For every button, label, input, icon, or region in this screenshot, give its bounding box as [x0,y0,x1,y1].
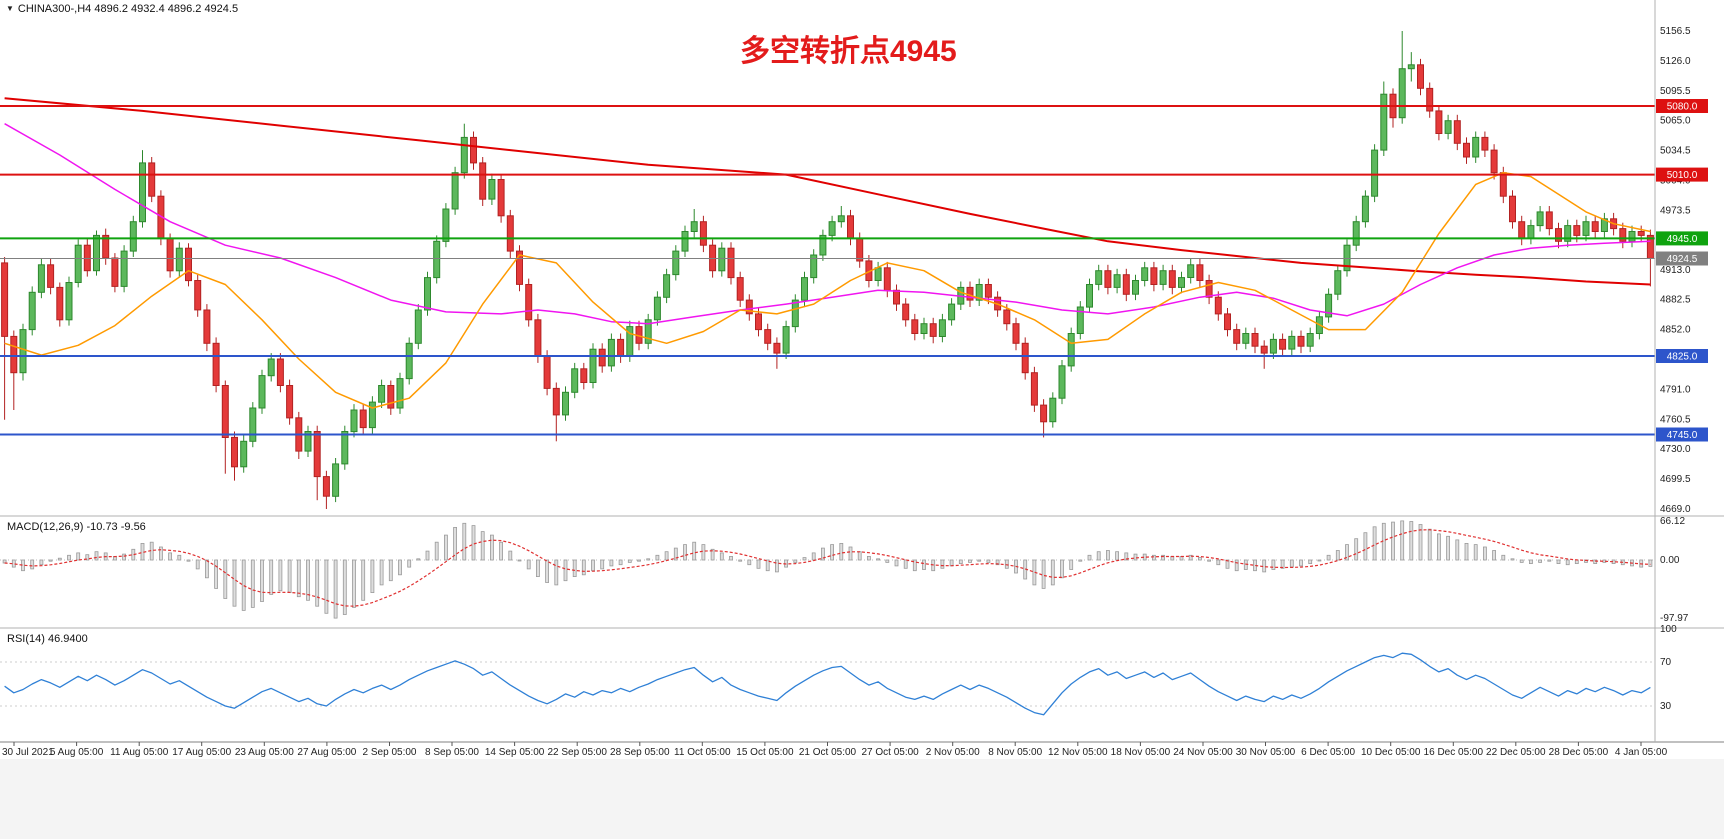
svg-text:28 Sep 05:00: 28 Sep 05:00 [610,747,670,758]
svg-text:4 Jan 05:00: 4 Jan 05:00 [1615,747,1668,758]
window-bottom-strip [0,759,1724,839]
svg-text:5065.0: 5065.0 [1660,116,1691,127]
level-lines-layer [0,105,1655,436]
symbol-header: ▼ CHINA300-,H4 4896.2 4932.4 4896.2 4924.… [6,3,238,15]
svg-text:27 Oct 05:00: 27 Oct 05:00 [861,747,919,758]
rsi-pane: 100 70 30 [0,624,1677,716]
svg-text:4852.0: 4852.0 [1660,325,1691,336]
svg-text:14 Sep 05:00: 14 Sep 05:00 [485,747,545,758]
macd-signal-line [4,529,1651,607]
svg-text:28 Dec 05:00: 28 Dec 05:00 [1549,747,1609,758]
rsi-indicator-label: RSI(14) 46.9400 [7,633,88,645]
svg-text:11 Aug 05:00: 11 Aug 05:00 [110,747,169,758]
svg-text:5156.5: 5156.5 [1660,26,1691,37]
svg-text:18 Nov 05:00: 18 Nov 05:00 [1111,747,1171,758]
svg-text:4730.0: 4730.0 [1660,444,1691,455]
svg-text:4760.5: 4760.5 [1660,414,1691,425]
price-scale[interactable]: 5156.55126.05095.55065.05034.55004.04973… [1656,26,1708,515]
svg-text:4825.0: 4825.0 [1667,352,1698,363]
macd-indicator-label: MACD(12,26,9) -10.73 -9.56 [7,521,146,533]
svg-text:8 Nov 05:00: 8 Nov 05:00 [988,747,1042,758]
svg-text:23 Aug 05:00: 23 Aug 05:00 [235,747,294,758]
svg-text:21 Oct 05:00: 21 Oct 05:00 [799,747,857,758]
rsi-label-value: 46.9400 [47,633,88,645]
svg-text:2 Sep 05:00: 2 Sep 05:00 [363,747,417,758]
svg-text:5080.0: 5080.0 [1667,102,1698,113]
svg-text:0.00: 0.00 [1660,555,1680,566]
svg-text:5 Aug 05:00: 5 Aug 05:00 [50,747,104,758]
fast-ma-line [4,171,1651,409]
svg-text:4791.0: 4791.0 [1660,384,1691,395]
svg-text:17 Aug 05:00: 17 Aug 05:00 [172,747,231,758]
macd-label-values: -10.73 -9.56 [86,521,146,533]
svg-text:24 Nov 05:00: 24 Nov 05:00 [1173,747,1233,758]
dropdown-triangle-icon: ▼ [6,4,14,13]
svg-text:12 Nov 05:00: 12 Nov 05:00 [1048,747,1108,758]
svg-text:27 Aug 05:00: 27 Aug 05:00 [297,747,356,758]
svg-text:70: 70 [1660,657,1672,668]
candles-layer [1,31,1654,509]
svg-text:4699.5: 4699.5 [1660,474,1691,485]
svg-text:5126.0: 5126.0 [1660,56,1691,67]
macd-pane: 66.12 0.00 -97.97 [0,516,1689,624]
svg-text:30 Jul 2021: 30 Jul 2021 [2,747,54,758]
svg-text:5095.5: 5095.5 [1660,86,1691,97]
svg-text:11 Oct 05:00: 11 Oct 05:00 [674,747,731,758]
rsi-line [4,652,1651,716]
macd-label-name: MACD(12,26,9) [7,521,84,533]
svg-text:22 Dec 05:00: 22 Dec 05:00 [1486,747,1546,758]
svg-text:4913.0: 4913.0 [1660,265,1691,276]
svg-text:4745.0: 4745.0 [1667,430,1698,441]
annotation-text: 多空转折点4945 [740,35,957,68]
svg-text:4669.0: 4669.0 [1660,504,1691,515]
svg-text:100: 100 [1660,624,1677,635]
svg-text:66.12: 66.12 [1660,516,1685,527]
svg-text:2 Nov 05:00: 2 Nov 05:00 [926,747,980,758]
svg-text:10 Dec 05:00: 10 Dec 05:00 [1361,747,1421,758]
svg-text:4945.0: 4945.0 [1667,234,1698,245]
rsi-label-name: RSI(14) [7,633,45,645]
svg-text:15 Oct 05:00: 15 Oct 05:00 [736,747,794,758]
svg-text:30 Nov 05:00: 30 Nov 05:00 [1236,747,1296,758]
svg-text:4973.5: 4973.5 [1660,205,1691,216]
svg-text:4924.5: 4924.5 [1667,254,1698,265]
svg-text:-97.97: -97.97 [1660,613,1689,624]
mid-ma-line [4,123,1651,325]
svg-text:6 Dec 05:00: 6 Dec 05:00 [1301,747,1355,758]
svg-text:8 Sep 05:00: 8 Sep 05:00 [425,747,479,758]
symbol-ohlc-text: CHINA300-,H4 4896.2 4932.4 4896.2 4924.5 [17,3,239,15]
svg-text:5034.5: 5034.5 [1660,146,1691,157]
svg-text:4882.5: 4882.5 [1660,295,1691,306]
slow-ma-line [4,97,1651,286]
svg-text:22 Sep 05:00: 22 Sep 05:00 [547,747,607,758]
svg-text:16 Dec 05:00: 16 Dec 05:00 [1424,747,1484,758]
svg-text:30: 30 [1660,701,1672,712]
svg-text:5010.0: 5010.0 [1667,170,1698,181]
